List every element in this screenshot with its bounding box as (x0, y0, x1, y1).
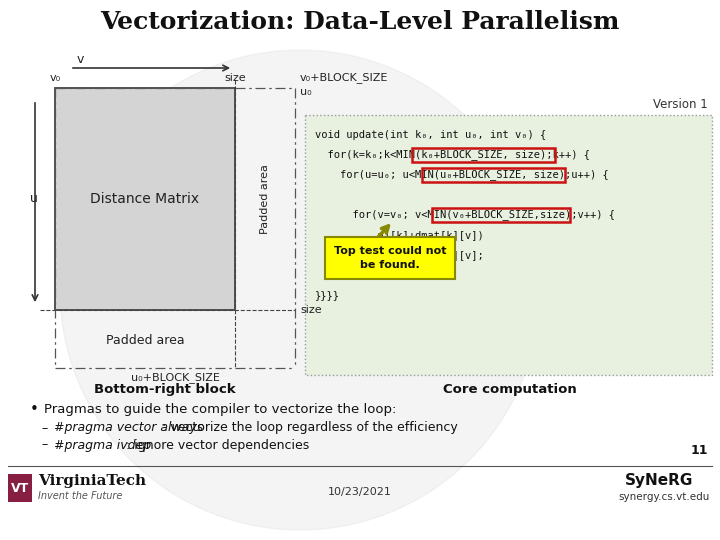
Text: Version 1: Version 1 (653, 98, 708, 111)
Text: void update(int k₀, int u₀, int v₀) {: void update(int k₀, int u₀, int v₀) { (315, 130, 546, 140)
Text: Distance Matrix: Distance Matrix (91, 192, 199, 206)
Text: VirginiaTech: VirginiaTech (38, 474, 146, 488)
Text: Padded area: Padded area (106, 334, 184, 348)
Bar (432, 208, 570, 222)
Text: VT: VT (11, 482, 29, 495)
Text: u][k]+dmat[k][v]): u][k]+dmat[k][v]) (315, 230, 484, 240)
Text: Pragmas to guide the compiler to vectorize the loop:: Pragmas to guide the compiler to vectori… (44, 403, 397, 416)
Bar (8, 474, 32, 502)
Text: –: – (42, 438, 56, 451)
Text: pmat[u][v]=k;: pmat[u][v]=k; (315, 270, 446, 280)
Text: Bottom-right block: Bottom-right block (94, 383, 236, 396)
Text: v₀: v₀ (50, 73, 60, 83)
Bar (422, 168, 565, 182)
Text: Invent the Future: Invent the Future (38, 491, 122, 501)
Bar (412, 148, 555, 162)
Bar (325, 237, 455, 279)
Text: u₀+BLOCK_SIZE: u₀+BLOCK_SIZE (130, 373, 220, 383)
Text: v₀+BLOCK_SIZE: v₀+BLOCK_SIZE (300, 72, 388, 84)
Text: Top test could not
be found.: Top test could not be found. (334, 246, 446, 269)
Text: : ignore vector dependencies: : ignore vector dependencies (126, 438, 310, 451)
Text: #pragma ivdep: #pragma ivdep (54, 438, 151, 451)
Text: –: – (42, 422, 56, 435)
Text: Vectorization: Data-Level Parallelism: Vectorization: Data-Level Parallelism (100, 10, 620, 34)
Text: •: • (30, 402, 39, 417)
Text: u: u (30, 192, 38, 206)
Bar (55, 88, 235, 310)
Text: Core computation: Core computation (443, 383, 577, 396)
Text: }}}}: }}}} (315, 290, 340, 300)
Text: for(v=v₀; v<MIN(v₀+BLOCK_SIZE,size);v++) {: for(v=v₀; v<MIN(v₀+BLOCK_SIZE,size);v++)… (315, 210, 615, 220)
Text: v: v (77, 53, 84, 66)
Circle shape (60, 50, 540, 530)
Text: SyNeRG: SyNeRG (625, 474, 693, 489)
Text: for(u=u₀; u<MIN(u₀+BLOCK_SIZE, size);u++) {: for(u=u₀; u<MIN(u₀+BLOCK_SIZE, size);u++… (315, 170, 608, 180)
Text: for(k=k₀;k<MIN(k₀+BLOCK_SIZE, size);k++) {: for(k=k₀;k<MIN(k₀+BLOCK_SIZE, size);k++)… (315, 150, 590, 160)
Text: size: size (300, 305, 322, 315)
Bar (305, 115, 712, 375)
Text: 11: 11 (690, 443, 708, 456)
Text: u][k]+dmat[k][v];: u][k]+dmat[k][v]; (315, 250, 484, 260)
Text: 10/23/2021: 10/23/2021 (328, 487, 392, 497)
Text: Padded area: Padded area (260, 164, 270, 234)
Text: u₀: u₀ (300, 87, 312, 97)
Text: #pragma vector always: #pragma vector always (54, 422, 203, 435)
Text: : vectorize the loop regardless of the efficiency: : vectorize the loop regardless of the e… (162, 422, 458, 435)
Text: synergy.cs.vt.edu: synergy.cs.vt.edu (618, 492, 709, 502)
Text: size: size (224, 73, 246, 83)
